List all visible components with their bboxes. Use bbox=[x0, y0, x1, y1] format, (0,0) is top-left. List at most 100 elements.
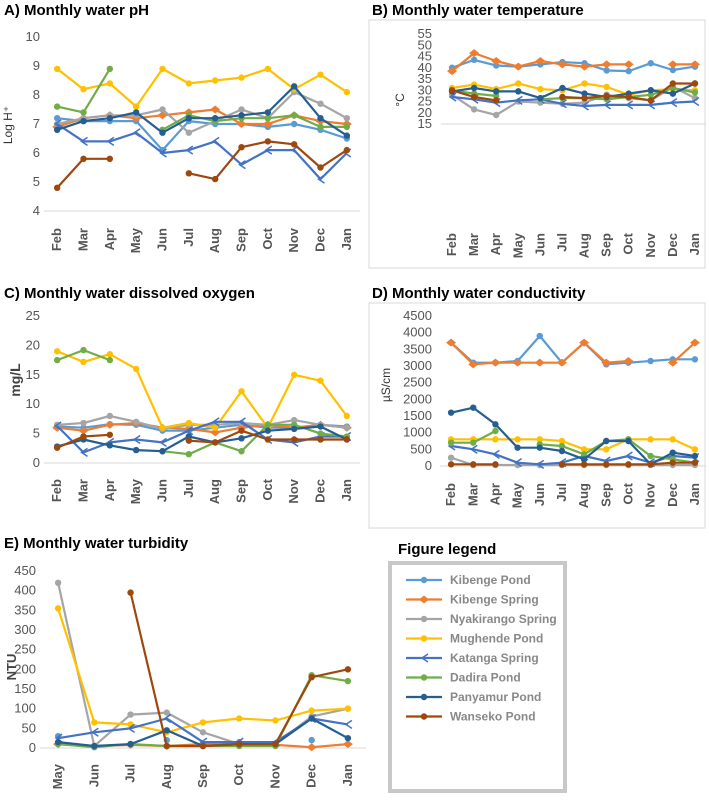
panel-c-wanseko-pond-point bbox=[185, 437, 193, 444]
panel-d-kibenge-spring-point bbox=[601, 358, 612, 367]
panel-legend-kibenge-spring-point bbox=[419, 595, 429, 604]
panel-d-mughende-pond-point bbox=[669, 436, 676, 443]
panel-b-wanseko-pond-point bbox=[603, 92, 610, 100]
panel-c-dadira-pond-point bbox=[80, 346, 87, 354]
panel-d-kibenge-spring-point bbox=[512, 358, 523, 367]
panel-b-y-tick: 25 bbox=[418, 94, 432, 109]
panel-e-y-tick: 250 bbox=[14, 642, 36, 657]
panel-c-wanseko-pond-point bbox=[106, 431, 114, 438]
panel-d-kibenge-pond-point bbox=[691, 356, 699, 363]
legend-label: Dadira Pond bbox=[450, 671, 521, 685]
panel-a-nyakirango-spring-point bbox=[159, 106, 166, 113]
panel-e-nyakirango-spring-point bbox=[199, 729, 207, 736]
panel-e-y-tick: 450 bbox=[14, 563, 36, 578]
panel-c-katanga-spring-point bbox=[53, 421, 62, 431]
panel-c-x-tick: Jun bbox=[155, 479, 170, 502]
panel-b-x-tick: Feb bbox=[444, 233, 459, 256]
panel-d-kibenge-pond-point bbox=[647, 357, 654, 365]
panel-d-frame bbox=[368, 302, 706, 529]
panel-c-panyamur-pond-point bbox=[290, 425, 298, 433]
panel-c-x-tick: Oct bbox=[260, 478, 275, 500]
panel-a-mughende-pond-point bbox=[238, 74, 245, 81]
panel-c-wanseko-pond-point bbox=[211, 439, 219, 446]
panel-d-y-tick: 2000 bbox=[403, 391, 432, 406]
panel-d-panyamur-pond-point bbox=[536, 444, 543, 451]
panel-a-x-tick: Feb bbox=[49, 228, 64, 251]
panel-e-wanseko-pond-point bbox=[163, 742, 170, 750]
panel-e-kibenge-spring-point bbox=[342, 740, 353, 749]
panel-a-kibenge-spring-point bbox=[236, 120, 247, 128]
panel-a-panyamur-pond-point bbox=[106, 115, 114, 122]
panel-e-mughende-pond-point bbox=[54, 605, 62, 612]
panel-c-dadira-pond-point bbox=[53, 356, 61, 364]
panel-c-katanga-spring-point bbox=[211, 417, 220, 427]
panel-b-mughende-pond-point bbox=[537, 85, 544, 93]
panel-c-x-tick: Apr bbox=[102, 479, 117, 501]
panel-b-wanseko-pond-point bbox=[691, 80, 699, 87]
panel-d-y-tick: 500 bbox=[410, 441, 432, 456]
panel-d-series-kibenge-spring bbox=[446, 338, 700, 369]
legend-title: Figure legend bbox=[398, 541, 496, 558]
legend-item-mughende-pond: Mughende Pond bbox=[406, 632, 543, 646]
panel-a-dadira-pond-point bbox=[106, 65, 114, 73]
panel-a-x-tick: Aug bbox=[207, 228, 222, 253]
panel-d-y-tick: 1500 bbox=[403, 408, 432, 423]
panel-b-kibenge-pond-point bbox=[603, 67, 610, 74]
legend-label: Wanseko Pond bbox=[450, 710, 536, 724]
panel-e-mughende-pond-point bbox=[91, 719, 98, 726]
panel-c-ylabel: mg/L bbox=[7, 363, 23, 397]
panel-e-x-tick: Aug bbox=[159, 764, 174, 789]
panel-c-mughende-pond-point bbox=[343, 412, 351, 420]
panel-d-series-wanseko-pond bbox=[447, 459, 699, 468]
panel-b-x-tick: Jul bbox=[554, 233, 569, 252]
panel-a-x-tick: Dec bbox=[313, 228, 328, 252]
panel-c-katanga-spring-point bbox=[159, 437, 167, 448]
panel-a-nyakirango-spring-line bbox=[56, 90, 348, 134]
panel-c-dadira-pond-point bbox=[238, 448, 245, 455]
panel-legend-wanseko-pond-point bbox=[420, 713, 428, 720]
panel-a-katanga-spring-point bbox=[53, 119, 62, 129]
panel-e-mughende-pond-line bbox=[57, 608, 348, 734]
panel-d-wanseko-pond-point bbox=[558, 461, 566, 468]
panel-b-panyamur-pond-point bbox=[515, 88, 522, 95]
panel-a-wanseko-pond-point bbox=[343, 146, 351, 154]
panel-d-kibenge-spring-point bbox=[579, 338, 590, 347]
panel-c-mughende-pond-point bbox=[132, 365, 140, 373]
panel-b-y-tick: 15 bbox=[418, 116, 432, 131]
panel-d-series-panyamur-pond bbox=[447, 404, 699, 468]
panel-a-x-tick: Mar bbox=[76, 228, 91, 251]
panel-d-y-tick: 2500 bbox=[403, 375, 432, 390]
panel-e-mughende-pond-point bbox=[344, 705, 352, 712]
panel-b-wanseko-pond-point bbox=[625, 93, 632, 101]
panel-e-wanseko-pond-point bbox=[236, 740, 243, 748]
panel-e-wanseko-pond-point bbox=[344, 666, 352, 673]
panel-e-katanga-spring-point bbox=[163, 713, 172, 724]
legend-label: Nyakirango Spring bbox=[450, 612, 557, 626]
panel-c-x-tick: Feb bbox=[49, 479, 64, 502]
panel-c-panyamur-pond-point bbox=[317, 423, 324, 430]
panel-a-y-tick: 8 bbox=[33, 87, 40, 102]
panel-d-y-tick: 3000 bbox=[403, 358, 432, 373]
panel-b-wanseko-pond-point bbox=[448, 87, 456, 94]
legend-item-wanseko-pond: Wanseko Pond bbox=[406, 710, 536, 724]
panel-c-nyakirango-spring-point bbox=[132, 418, 140, 426]
panel-d-dadira-pond-point bbox=[447, 439, 455, 446]
panel-e-wanseko-pond-point bbox=[308, 674, 315, 681]
panel-a-x-tick: Nov bbox=[286, 227, 301, 252]
panel-d-panyamur-pond-point bbox=[669, 449, 676, 456]
panel-d-kibenge-spring-point bbox=[556, 358, 567, 367]
panel-e-y-tick: 200 bbox=[14, 661, 36, 676]
panel-c-wanseko-pond-point bbox=[238, 427, 245, 434]
panel-c-y-tick: 0 bbox=[33, 455, 40, 470]
panel-c-x-tick: Jul bbox=[181, 479, 196, 498]
panel-b-katanga-spring-point bbox=[603, 100, 612, 110]
panel-b-x-tick: Mar bbox=[466, 233, 481, 256]
panel-d-mughende-pond-point bbox=[691, 446, 699, 453]
panel-a-x-tick: May bbox=[128, 227, 143, 253]
panel-a-y-tick: 10 bbox=[26, 29, 40, 44]
panel-d-title: D) Monthly water conductivity bbox=[372, 285, 586, 302]
panel-e-y-tick: 350 bbox=[14, 602, 36, 617]
panel-b-series-wanseko-pond bbox=[448, 80, 699, 104]
panel-d-wanseko-pond-point bbox=[603, 461, 610, 468]
panel-d-x-tick: Aug bbox=[576, 483, 591, 508]
